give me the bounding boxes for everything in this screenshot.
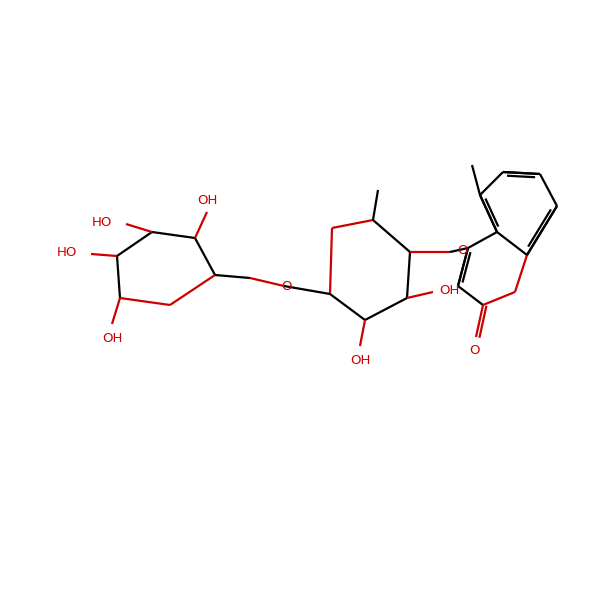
Text: O: O	[281, 280, 291, 293]
Text: HO: HO	[57, 247, 77, 259]
Text: OH: OH	[102, 331, 122, 344]
Text: O: O	[469, 343, 479, 356]
Text: O: O	[457, 245, 467, 257]
Text: HO: HO	[92, 215, 112, 229]
Text: OH: OH	[197, 193, 217, 206]
Text: OH: OH	[439, 284, 459, 298]
Text: OH: OH	[350, 353, 370, 367]
